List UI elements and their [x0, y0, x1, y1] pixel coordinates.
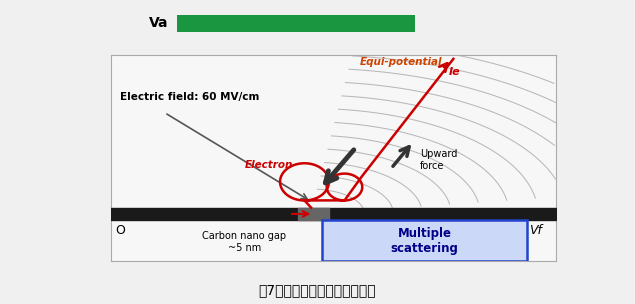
Text: Upward
force: Upward force: [420, 149, 457, 171]
Text: Vf: Vf: [529, 223, 542, 237]
Text: Ie: Ie: [449, 67, 460, 78]
Text: Electron: Electron: [244, 161, 293, 171]
Text: Multiple
scattering: Multiple scattering: [391, 227, 458, 255]
Text: Equi-potential: Equi-potential: [360, 57, 443, 67]
Text: O: O: [116, 223, 126, 237]
Text: Va: Va: [149, 16, 168, 30]
Bar: [177, 15, 415, 32]
FancyBboxPatch shape: [323, 220, 527, 261]
Text: 图7：表面传导发射器发射机制: 图7：表面传导发射器发射机制: [258, 283, 377, 297]
Text: Electric field: 60 MV/cm: Electric field: 60 MV/cm: [120, 92, 259, 102]
Text: Carbon nano gap
~5 nm: Carbon nano gap ~5 nm: [203, 231, 286, 253]
